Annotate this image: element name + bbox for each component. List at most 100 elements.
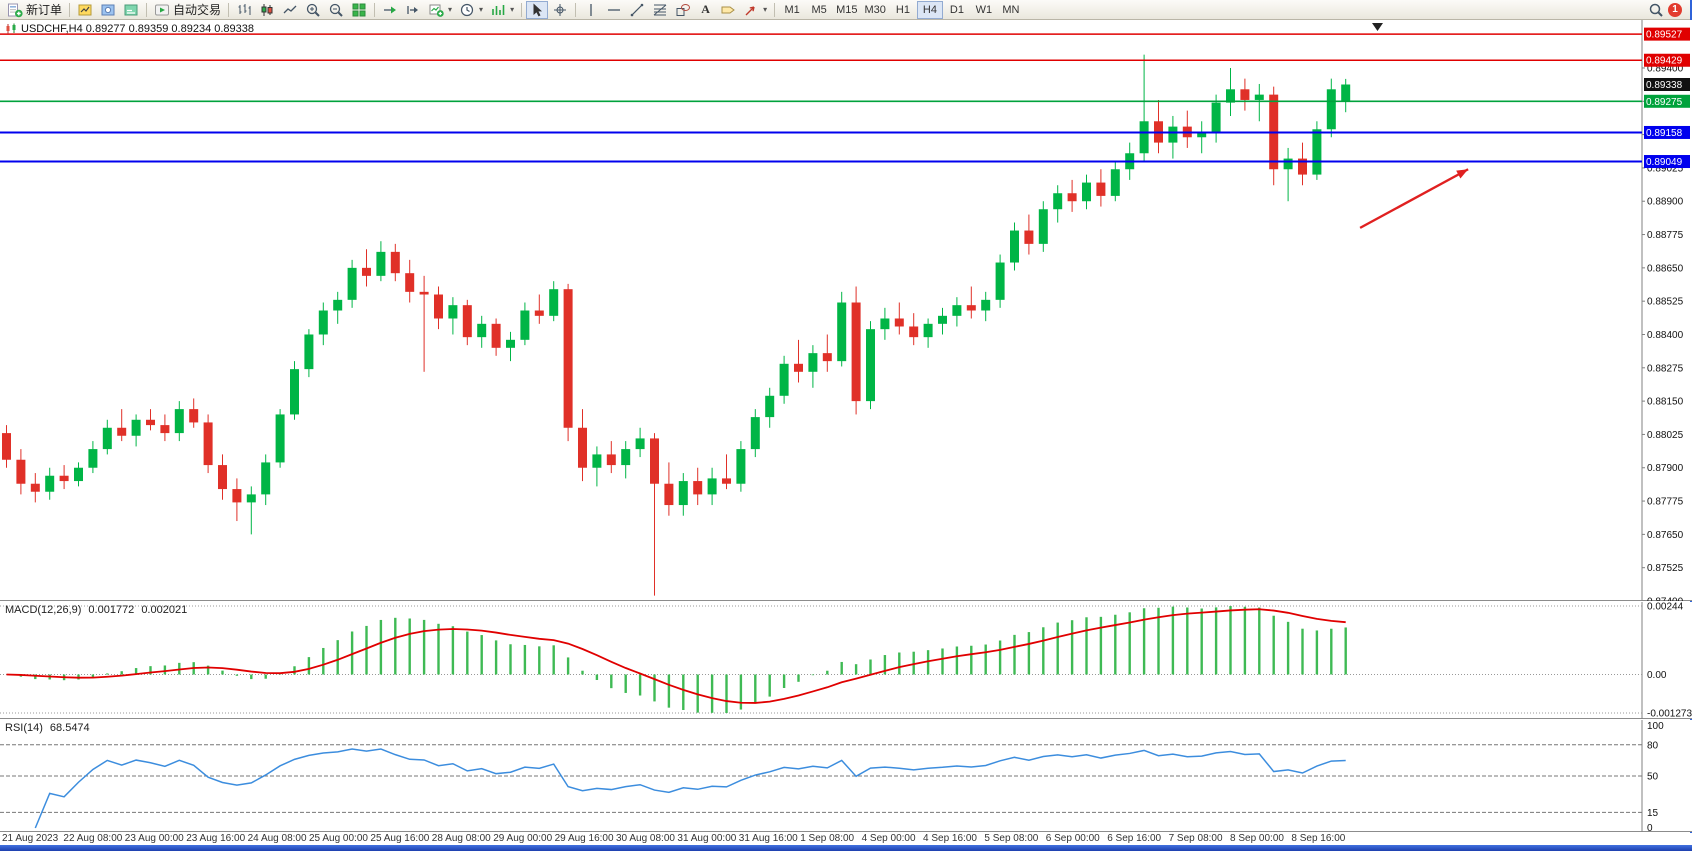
timeframe-m5[interactable]: M5 [806, 1, 832, 19]
period-clock-button[interactable]: ▾ [456, 1, 486, 19]
text-icon: A [701, 2, 710, 16]
tile-windows-button[interactable] [348, 1, 370, 19]
timeframe-m30[interactable]: M30 [862, 1, 889, 19]
terminal-button[interactable] [120, 1, 142, 19]
svg-text:0.89429: 0.89429 [1646, 56, 1683, 67]
time-label: 25 Aug 16:00 [370, 833, 430, 844]
cursor-icon [533, 3, 543, 16]
price-tick-label: 0.88650 [1647, 263, 1684, 274]
main-toolbar: 新订单 自动交易 [0, 0, 1690, 20]
auto-scroll-icon [384, 6, 397, 13]
new-chart-button[interactable]: ▾ [425, 1, 455, 19]
price-badge[interactable]: 0.89527 [1644, 27, 1690, 41]
price-badge[interactable]: 0.89429 [1644, 53, 1690, 67]
shapes-button[interactable] [672, 1, 694, 19]
dropdown-caret: ▾ [763, 5, 768, 14]
search-button[interactable] [1645, 1, 1667, 19]
trendline-icon [630, 3, 644, 16]
candle-body [1024, 230, 1034, 244]
horizontal-line-button[interactable] [603, 1, 625, 19]
price-tick-label: 0.87400 [1647, 597, 1684, 602]
candle-body [794, 363, 803, 372]
candle-body [1197, 131, 1207, 138]
timeframe-m1[interactable]: M1 [779, 1, 805, 19]
time-label: 21 Aug 2023 [2, 833, 59, 844]
time-label: 6 Sep 16:00 [1107, 833, 1162, 844]
annotation-arrow[interactable] [1359, 168, 1469, 229]
candle-body [722, 478, 731, 484]
line-chart-type-button[interactable] [279, 1, 301, 19]
candle-body [1139, 121, 1149, 154]
cursor-button[interactable] [526, 0, 549, 19]
time-label: 31 Aug 16:00 [738, 833, 798, 844]
arrows-tool-button[interactable]: ▾ [740, 1, 770, 19]
time-label: 28 Aug 08:00 [431, 833, 491, 844]
svg-text:0.89158: 0.89158 [1646, 128, 1683, 139]
candle-body [146, 419, 155, 426]
annotation-arrow-head [1456, 169, 1469, 179]
price-tick-label: 0.89025 [1647, 163, 1684, 174]
rsi-axis-label: 15 [1647, 808, 1659, 819]
candle-body [693, 481, 703, 495]
time-label: 8 Sep 00:00 [1230, 833, 1284, 844]
dropdown-caret: ▾ [448, 5, 453, 14]
timeframe-h1[interactable]: H1 [890, 1, 916, 19]
zoom-out-button[interactable] [325, 1, 347, 19]
fibonacci-button[interactable] [649, 1, 671, 19]
market-watch-button[interactable] [74, 1, 96, 19]
rsi-label: RSI(14) [5, 722, 43, 734]
crosshair-button[interactable] [549, 1, 571, 19]
time-label: 4 Sep 00:00 [861, 833, 916, 844]
time-label: 1 Sep 08:00 [800, 833, 855, 844]
candle-body [650, 438, 659, 484]
rsi-value: 68.5474 [49, 722, 90, 734]
auto-scroll-button[interactable] [379, 1, 401, 19]
timeframe-w1[interactable]: W1 [971, 1, 997, 19]
navigator-button[interactable] [97, 1, 119, 19]
timeframe-h4[interactable]: H4 [916, 0, 943, 19]
timeframe-mn[interactable]: MN [998, 1, 1024, 19]
window-bottom-border [0, 845, 1692, 851]
candle-body [621, 449, 631, 466]
chart-shift-button[interactable] [402, 1, 424, 19]
candle-body [1341, 84, 1351, 101]
chart-shift-marker[interactable] [1372, 23, 1383, 31]
toolbar-separator [374, 2, 376, 17]
new-order-button[interactable]: 新订单 [4, 1, 65, 19]
dropdown-caret: ▾ [479, 5, 484, 14]
main-chart-panel: 0.87400 0.87525 0.87650 0.87775 0.87900 0.880… [0, 20, 1692, 601]
vertical-line-button[interactable] [580, 1, 602, 19]
timeframe-m15[interactable]: M15 [833, 1, 860, 19]
period-clock-icon [460, 3, 474, 16]
candle-body [203, 422, 213, 466]
timeframe-d1[interactable]: D1 [944, 1, 970, 19]
price-badge[interactable]: 0.89338 [1644, 77, 1690, 91]
time-axis[interactable]: 21 Aug 2023 22 Aug 08:00 23 Aug 00:00 23 Au… [0, 833, 1692, 845]
candle-body [1010, 230, 1019, 263]
candle-body [376, 251, 386, 276]
candle-body [678, 481, 688, 506]
zoom-in-button[interactable] [302, 1, 324, 19]
autotrading-button[interactable]: 自动交易 [151, 1, 224, 19]
chart-shift-icon [407, 5, 419, 14]
macd-axis-label: 0.00 [1647, 670, 1667, 681]
price-badge[interactable]: 0.89049 [1644, 155, 1690, 169]
trendline-button[interactable] [626, 1, 648, 19]
candlestick-type-button[interactable] [256, 1, 278, 19]
indicators-button[interactable]: ▾ [487, 1, 517, 19]
price-badge[interactable]: 0.89275 [1644, 94, 1690, 108]
candle-body [534, 310, 544, 316]
text-label-button[interactable] [717, 1, 739, 19]
price-tick-label: 0.88025 [1647, 430, 1684, 441]
bar-chart-type-button[interactable] [233, 1, 255, 19]
text-button[interactable]: A [695, 1, 716, 19]
candle-body [1254, 94, 1264, 100]
notification-badge[interactable]: 1 [1668, 2, 1682, 17]
candle-body [318, 310, 328, 335]
svg-text:0.89338: 0.89338 [1646, 80, 1683, 91]
price-badge[interactable]: 0.89158 [1644, 125, 1690, 139]
time-label: 6 Sep 00:00 [1045, 833, 1100, 844]
rsi-chart: 100 80 50 15 0 [0, 720, 1664, 832]
time-label: 22 Aug 08:00 [63, 833, 123, 844]
candle-body [563, 289, 573, 428]
